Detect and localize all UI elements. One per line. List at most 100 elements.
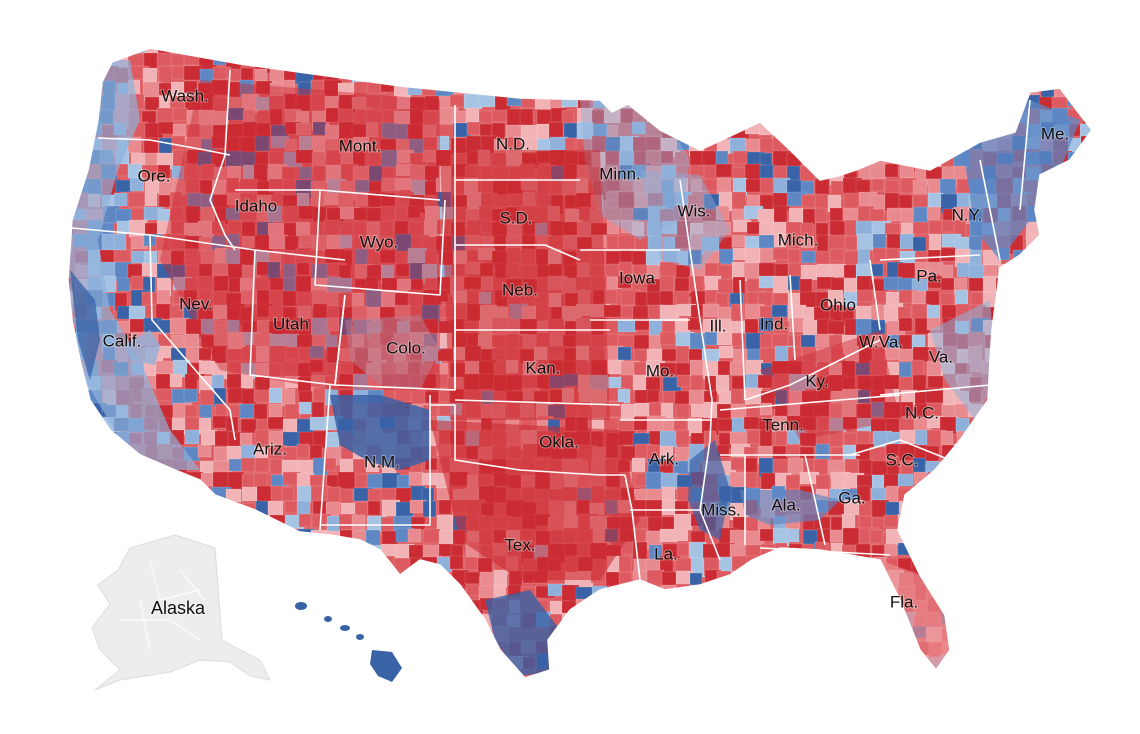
county-cell — [815, 698, 827, 717]
county-cell — [702, 614, 717, 630]
county-cell — [659, 430, 678, 448]
county-cell — [267, 654, 283, 668]
county-cell — [1096, 515, 1111, 528]
county-cell — [74, 697, 91, 713]
county-cell — [1054, 292, 1073, 307]
county-cell — [1095, 67, 1110, 81]
county-cell — [352, 51, 371, 69]
county-cell — [604, 614, 620, 634]
county-cell — [410, 683, 428, 696]
county-cell — [855, 137, 873, 155]
county-cell — [729, 471, 747, 489]
county-cell — [1097, 39, 1110, 57]
county-cell — [1067, 345, 1087, 365]
county-cell — [270, 641, 289, 656]
county-cell — [86, 516, 106, 532]
county-cell — [645, 48, 662, 54]
county-cell — [619, 667, 633, 678]
county-cell — [995, 583, 1013, 604]
county-cell — [841, 584, 860, 603]
county-cell — [968, 488, 984, 506]
county-cell — [1067, 640, 1088, 661]
county-cell — [870, 108, 885, 126]
label-ga: Ga. — [838, 488, 865, 507]
county-cell — [801, 543, 815, 564]
county-cell — [1065, 487, 1081, 506]
county-cell — [676, 374, 691, 388]
county-cell — [563, 122, 578, 139]
county-cell — [927, 135, 947, 149]
county-cell — [998, 431, 1014, 449]
county-cell — [1010, 557, 1025, 571]
county-cell — [267, 205, 283, 223]
county-cell — [298, 401, 312, 415]
county-cell — [998, 48, 1016, 61]
county-cell — [74, 48, 90, 59]
county-cell — [856, 614, 873, 629]
county-cell — [547, 48, 561, 52]
county-cell — [534, 683, 547, 701]
county-cell — [1010, 473, 1027, 491]
county-cell — [1068, 334, 1082, 350]
county-cell — [464, 683, 482, 695]
county-cell — [675, 94, 694, 112]
county-cell — [830, 598, 848, 614]
county-cell — [618, 555, 632, 574]
county-cell — [1023, 486, 1041, 505]
county-cell — [996, 641, 1014, 662]
county-cell — [785, 558, 802, 578]
county-cell — [856, 52, 875, 68]
county-cell — [928, 233, 942, 251]
county-cell — [536, 696, 553, 712]
county-cell — [85, 667, 99, 678]
county-cell — [311, 684, 330, 698]
county-cell — [1024, 359, 1043, 379]
county-cell — [1024, 557, 1043, 578]
county-cell — [68, 640, 71, 659]
county-cell — [157, 514, 177, 528]
county-cell — [688, 698, 705, 717]
county-cell — [410, 569, 425, 589]
county-cell — [1023, 570, 1041, 590]
county-cell — [340, 53, 359, 74]
county-cell — [939, 499, 953, 519]
county-cell — [68, 179, 72, 200]
county-cell — [647, 612, 667, 627]
county-cell — [618, 698, 637, 710]
county-cell — [407, 67, 428, 86]
county-cell — [829, 220, 846, 238]
county-cell — [240, 51, 254, 66]
county-cell — [870, 124, 887, 139]
county-cell — [885, 48, 906, 52]
county-cell — [227, 598, 241, 614]
county-cell — [1011, 656, 1030, 670]
county-cell — [254, 457, 270, 473]
county-cell — [239, 625, 257, 643]
county-cell — [1024, 292, 1043, 307]
county-cell — [298, 166, 313, 180]
county-cell — [422, 528, 441, 544]
county-cell — [256, 699, 272, 714]
county-cell — [256, 556, 274, 573]
county-cell — [883, 514, 899, 528]
county-cell — [1080, 642, 1092, 661]
county-cell — [617, 346, 632, 361]
county-cell — [996, 446, 1010, 462]
county-cell — [885, 685, 902, 703]
county-cell — [872, 639, 886, 659]
county-cell — [912, 108, 929, 122]
county-cell — [1067, 178, 1082, 199]
county-cell — [578, 698, 594, 711]
county-cell — [1080, 431, 1092, 451]
county-cell — [144, 191, 158, 207]
county-cell — [1013, 683, 1028, 695]
county-cell — [970, 108, 989, 122]
label-idaho: Idaho — [235, 196, 278, 215]
county-cell — [1009, 586, 1027, 607]
county-cell — [745, 178, 763, 193]
label-nm: N.M. — [364, 452, 400, 471]
county-cell — [590, 628, 607, 648]
county-cell — [996, 317, 1010, 334]
county-cell — [729, 431, 750, 445]
county-cell — [1067, 515, 1084, 531]
